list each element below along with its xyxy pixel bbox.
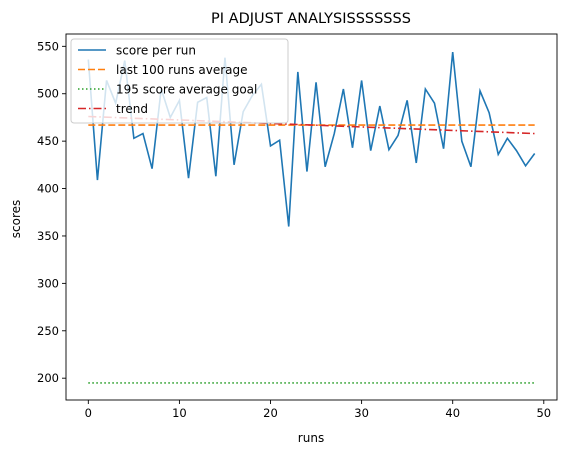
x-axis-label: runs <box>298 431 324 445</box>
x-tick-label: 10 <box>172 406 187 420</box>
y-tick-label: 300 <box>37 276 59 290</box>
axes-frame <box>65 33 558 401</box>
legend-label-3: 195 score average goal <box>116 83 257 97</box>
y-axis-label: scores <box>9 200 23 239</box>
y-tick-label: 350 <box>37 229 59 243</box>
y-tick-label: 450 <box>37 134 59 148</box>
y-tick-label: 550 <box>37 39 59 53</box>
y-tick-label: 500 <box>37 87 59 101</box>
chart-legend: score per run last 100 runs average 195 sc… <box>70 38 289 124</box>
y-tick-label: 200 <box>37 371 59 385</box>
legend-label-4: trend <box>116 102 148 116</box>
x-tick-label: 40 <box>445 406 460 420</box>
y-tick-label: 250 <box>37 324 59 338</box>
x-tick-label: 20 <box>263 406 278 420</box>
y-tick-label: 400 <box>37 182 59 196</box>
legend-label-2: last 100 runs average <box>116 63 248 77</box>
x-tick-label: 0 <box>85 406 92 420</box>
legend-label-1: score per run <box>116 44 196 58</box>
legend-frame <box>70 38 289 124</box>
x-tick-label: 30 <box>354 406 369 420</box>
chart-title: PI ADJUST ANALYSISSSSSSS <box>211 11 411 27</box>
x-tick-label: 50 <box>536 406 551 420</box>
